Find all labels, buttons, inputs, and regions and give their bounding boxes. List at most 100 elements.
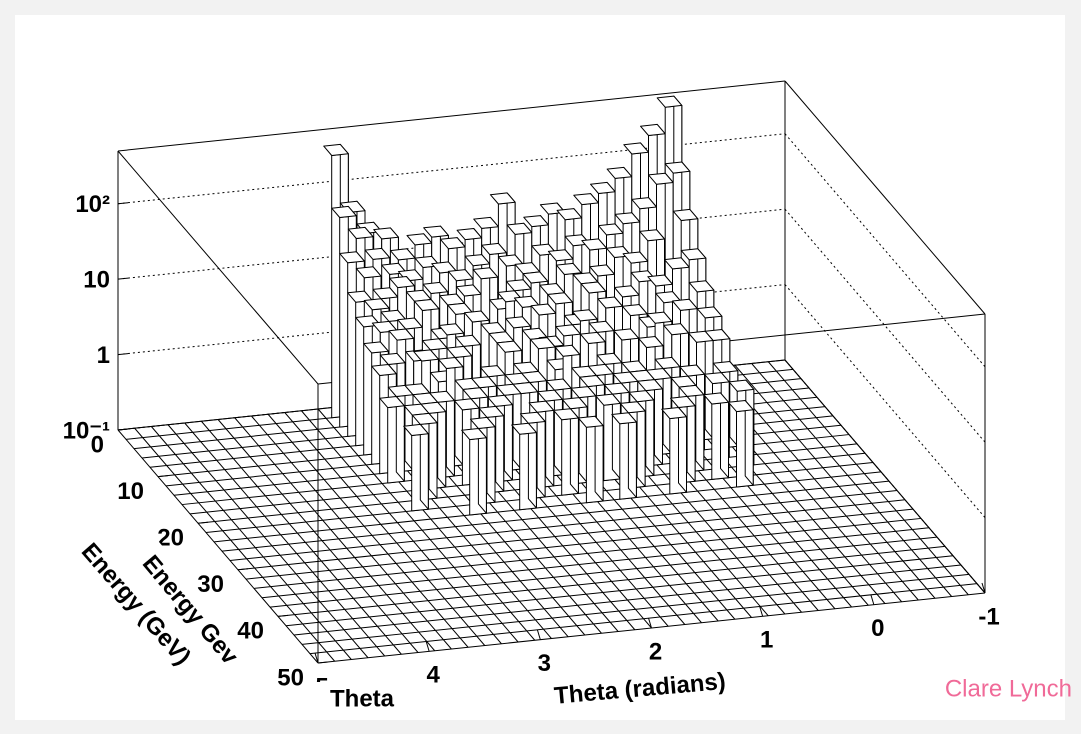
bar-top — [530, 303, 557, 316]
bar-side — [477, 428, 487, 514]
bar-top — [619, 401, 646, 414]
bar-top — [389, 276, 415, 289]
frame-edge — [117, 150, 319, 385]
tick-mark — [648, 617, 652, 629]
bar-top — [496, 340, 523, 353]
floor-line — [751, 363, 953, 597]
z-tick-label: 1 — [97, 342, 110, 369]
bar-top — [512, 382, 539, 395]
floor-line — [317, 408, 519, 643]
bar-top — [623, 142, 649, 155]
bar-side — [454, 357, 464, 466]
bar-top — [363, 298, 390, 311]
annotation-box — [306, 682, 401, 716]
bar-top — [704, 372, 730, 385]
bar-top — [622, 251, 649, 264]
floor-line — [167, 424, 369, 659]
floor-line — [277, 545, 946, 617]
bar-side — [594, 415, 604, 502]
x-tick-label: 1 — [760, 627, 773, 654]
bar-top — [397, 317, 423, 330]
bar-top — [590, 181, 616, 194]
bar-top — [663, 323, 689, 336]
floor-line — [234, 417, 436, 652]
bar-side — [395, 396, 405, 482]
x-tick-label: 3 — [538, 650, 551, 677]
frame-edge — [117, 80, 786, 152]
bar-top — [547, 292, 573, 305]
bar-top — [421, 338, 448, 351]
bar-top — [688, 280, 715, 293]
bar-top — [596, 352, 623, 365]
bar-top — [613, 328, 639, 341]
floor-line — [237, 499, 906, 571]
bar-top — [389, 248, 416, 261]
tick-mark — [117, 202, 129, 205]
bar-top — [606, 166, 633, 179]
tick-mark — [425, 641, 430, 652]
bar-top — [429, 390, 455, 403]
bar-top — [638, 336, 664, 348]
bar-top — [437, 357, 464, 369]
bar-side — [495, 405, 505, 492]
bar-top — [555, 324, 581, 337]
bar-side — [536, 411, 546, 498]
bar — [403, 423, 429, 512]
bar-top — [728, 379, 755, 392]
bar-top — [487, 394, 513, 407]
bar-top — [403, 423, 429, 436]
bar-top — [648, 172, 674, 185]
bar-top — [461, 428, 487, 441]
bar-top — [679, 364, 705, 377]
bar-top — [505, 316, 531, 329]
bar-top — [603, 382, 630, 395]
y-tick-label: 50 — [277, 664, 304, 691]
bar-top — [646, 368, 672, 381]
tick-mark — [314, 652, 319, 664]
bar-side — [720, 392, 729, 479]
bar — [577, 415, 604, 504]
x-tick-label: 2 — [649, 638, 662, 665]
annotation: Clare Lynch — [945, 675, 1072, 702]
y-tick-label: 10 — [117, 478, 144, 505]
floor-line — [309, 583, 978, 655]
floor-line — [767, 361, 969, 596]
tick-mark — [759, 606, 764, 617]
bar-top — [379, 352, 406, 365]
floor-line — [261, 527, 930, 599]
floor-line — [251, 415, 452, 650]
bar-top — [529, 337, 556, 350]
bar-top — [471, 376, 497, 389]
floor-line — [301, 410, 502, 645]
bar-top — [654, 356, 681, 369]
bar — [703, 392, 729, 480]
bars — [323, 95, 755, 516]
bar-top — [364, 247, 391, 260]
bar-top — [561, 397, 588, 410]
bar-top — [637, 379, 663, 392]
bar-top — [413, 349, 439, 362]
bar-side — [678, 407, 687, 493]
bar-top — [556, 208, 583, 221]
bar-top — [580, 281, 607, 294]
y-tick-label: 0 — [91, 431, 104, 458]
bar-top — [422, 281, 449, 294]
bar-top — [323, 143, 349, 156]
bar-top — [703, 392, 729, 405]
floor-line — [134, 427, 336, 662]
bar-top — [371, 364, 397, 376]
bar-top — [579, 375, 605, 388]
x-tick-label: -1 — [978, 603, 999, 630]
bar-top — [420, 401, 447, 414]
bar-top — [579, 331, 606, 344]
bar-top — [447, 269, 474, 282]
bar-side — [645, 390, 655, 476]
floor-line — [269, 536, 938, 608]
bar-top — [664, 161, 691, 174]
floor-line — [213, 471, 882, 543]
bar-top — [553, 408, 579, 421]
bar-top — [728, 400, 754, 413]
bar-top — [363, 341, 389, 354]
bar-top — [598, 223, 624, 236]
